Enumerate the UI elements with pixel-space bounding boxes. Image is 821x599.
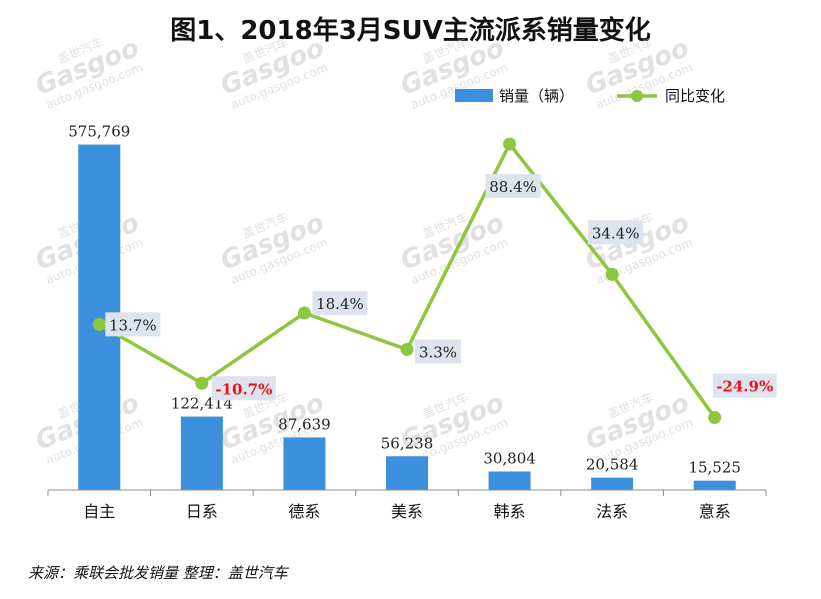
line-path xyxy=(98,142,717,419)
x-tick-label-5: 法系 xyxy=(596,502,628,521)
line-label-6: -24.9% xyxy=(712,373,777,398)
line-label-text-6: -24.9% xyxy=(716,378,773,396)
line-label-1: -10.7% xyxy=(211,376,276,401)
line-label-box-3 xyxy=(415,339,461,364)
bar-label-5: 20,584 xyxy=(586,456,639,474)
legend-bar-swatch xyxy=(455,89,493,102)
line-label-box-5 xyxy=(588,220,644,245)
line-label-box-1 xyxy=(211,376,276,401)
chart-title: 图1、2018年3月SUV主流派系销量变化 xyxy=(170,16,651,46)
line-label-text-5: 34.4% xyxy=(592,224,640,242)
line-point-4 xyxy=(503,137,517,151)
legend-line-marker xyxy=(631,90,643,102)
line-labels: 13.7% -10.7% 18.4% 3.3% 88.4% 34.4% -24.9% xyxy=(105,174,777,401)
line-point-3 xyxy=(400,342,414,356)
bar-6 xyxy=(693,480,736,490)
line-point-6 xyxy=(708,411,722,425)
line-label-4: 88.4% xyxy=(485,174,541,199)
bar-2 xyxy=(283,437,326,490)
line-label-box-2 xyxy=(312,291,368,316)
legend-bar-label: 销量（辆） xyxy=(499,87,574,105)
line-label-text-3: 3.3% xyxy=(419,343,457,361)
bar-label-3: 56,238 xyxy=(381,434,434,452)
line-label-3: 3.3% xyxy=(415,339,461,364)
line-label-text-2: 18.4% xyxy=(316,295,364,313)
bar-1 xyxy=(180,416,223,490)
x-tick-label-1: 日系 xyxy=(186,502,218,521)
legend: 销量（辆） 同比变化 xyxy=(455,87,725,105)
legend-line-label: 同比变化 xyxy=(665,87,725,105)
line-point-2 xyxy=(297,306,311,320)
line-label-2: 18.4% xyxy=(312,291,368,316)
line-label-box-0 xyxy=(105,312,161,337)
bar-3 xyxy=(386,456,428,490)
line-label-text-4: 88.4% xyxy=(489,178,537,196)
line-label-5: 34.4% xyxy=(588,220,644,245)
line-label-text-1: -10.7% xyxy=(215,380,272,398)
x-tick-label-2: 德系 xyxy=(288,502,320,521)
line-series xyxy=(92,137,722,425)
source-note: 来源：乘联会批发销量 整理：盖世汽车 xyxy=(28,564,288,582)
bar-5 xyxy=(591,477,634,490)
bar-label-6: 15,525 xyxy=(688,459,741,477)
bar-label-0: 575,769 xyxy=(68,123,130,141)
line-label-text-0: 13.7% xyxy=(109,316,157,334)
x-axis: 自主 日系 德系 美系 韩系 法系 意系 xyxy=(47,489,767,521)
line-point-0 xyxy=(92,317,106,331)
bar-4 xyxy=(488,471,531,490)
line-point-1 xyxy=(195,376,209,390)
x-tick-label-4: 韩系 xyxy=(494,502,526,521)
x-tick-label-6: 意系 xyxy=(699,502,731,521)
bar-label-2: 87,639 xyxy=(278,415,331,433)
line-label-0: 13.7% xyxy=(105,312,161,337)
bar-label-4: 30,804 xyxy=(483,450,536,468)
line-label-box-6 xyxy=(712,373,777,398)
line-point-5 xyxy=(605,267,619,281)
line-label-box-4 xyxy=(485,174,541,199)
x-tick-label-3: 美系 xyxy=(391,502,423,521)
x-tick-label-0: 自主 xyxy=(83,502,115,521)
